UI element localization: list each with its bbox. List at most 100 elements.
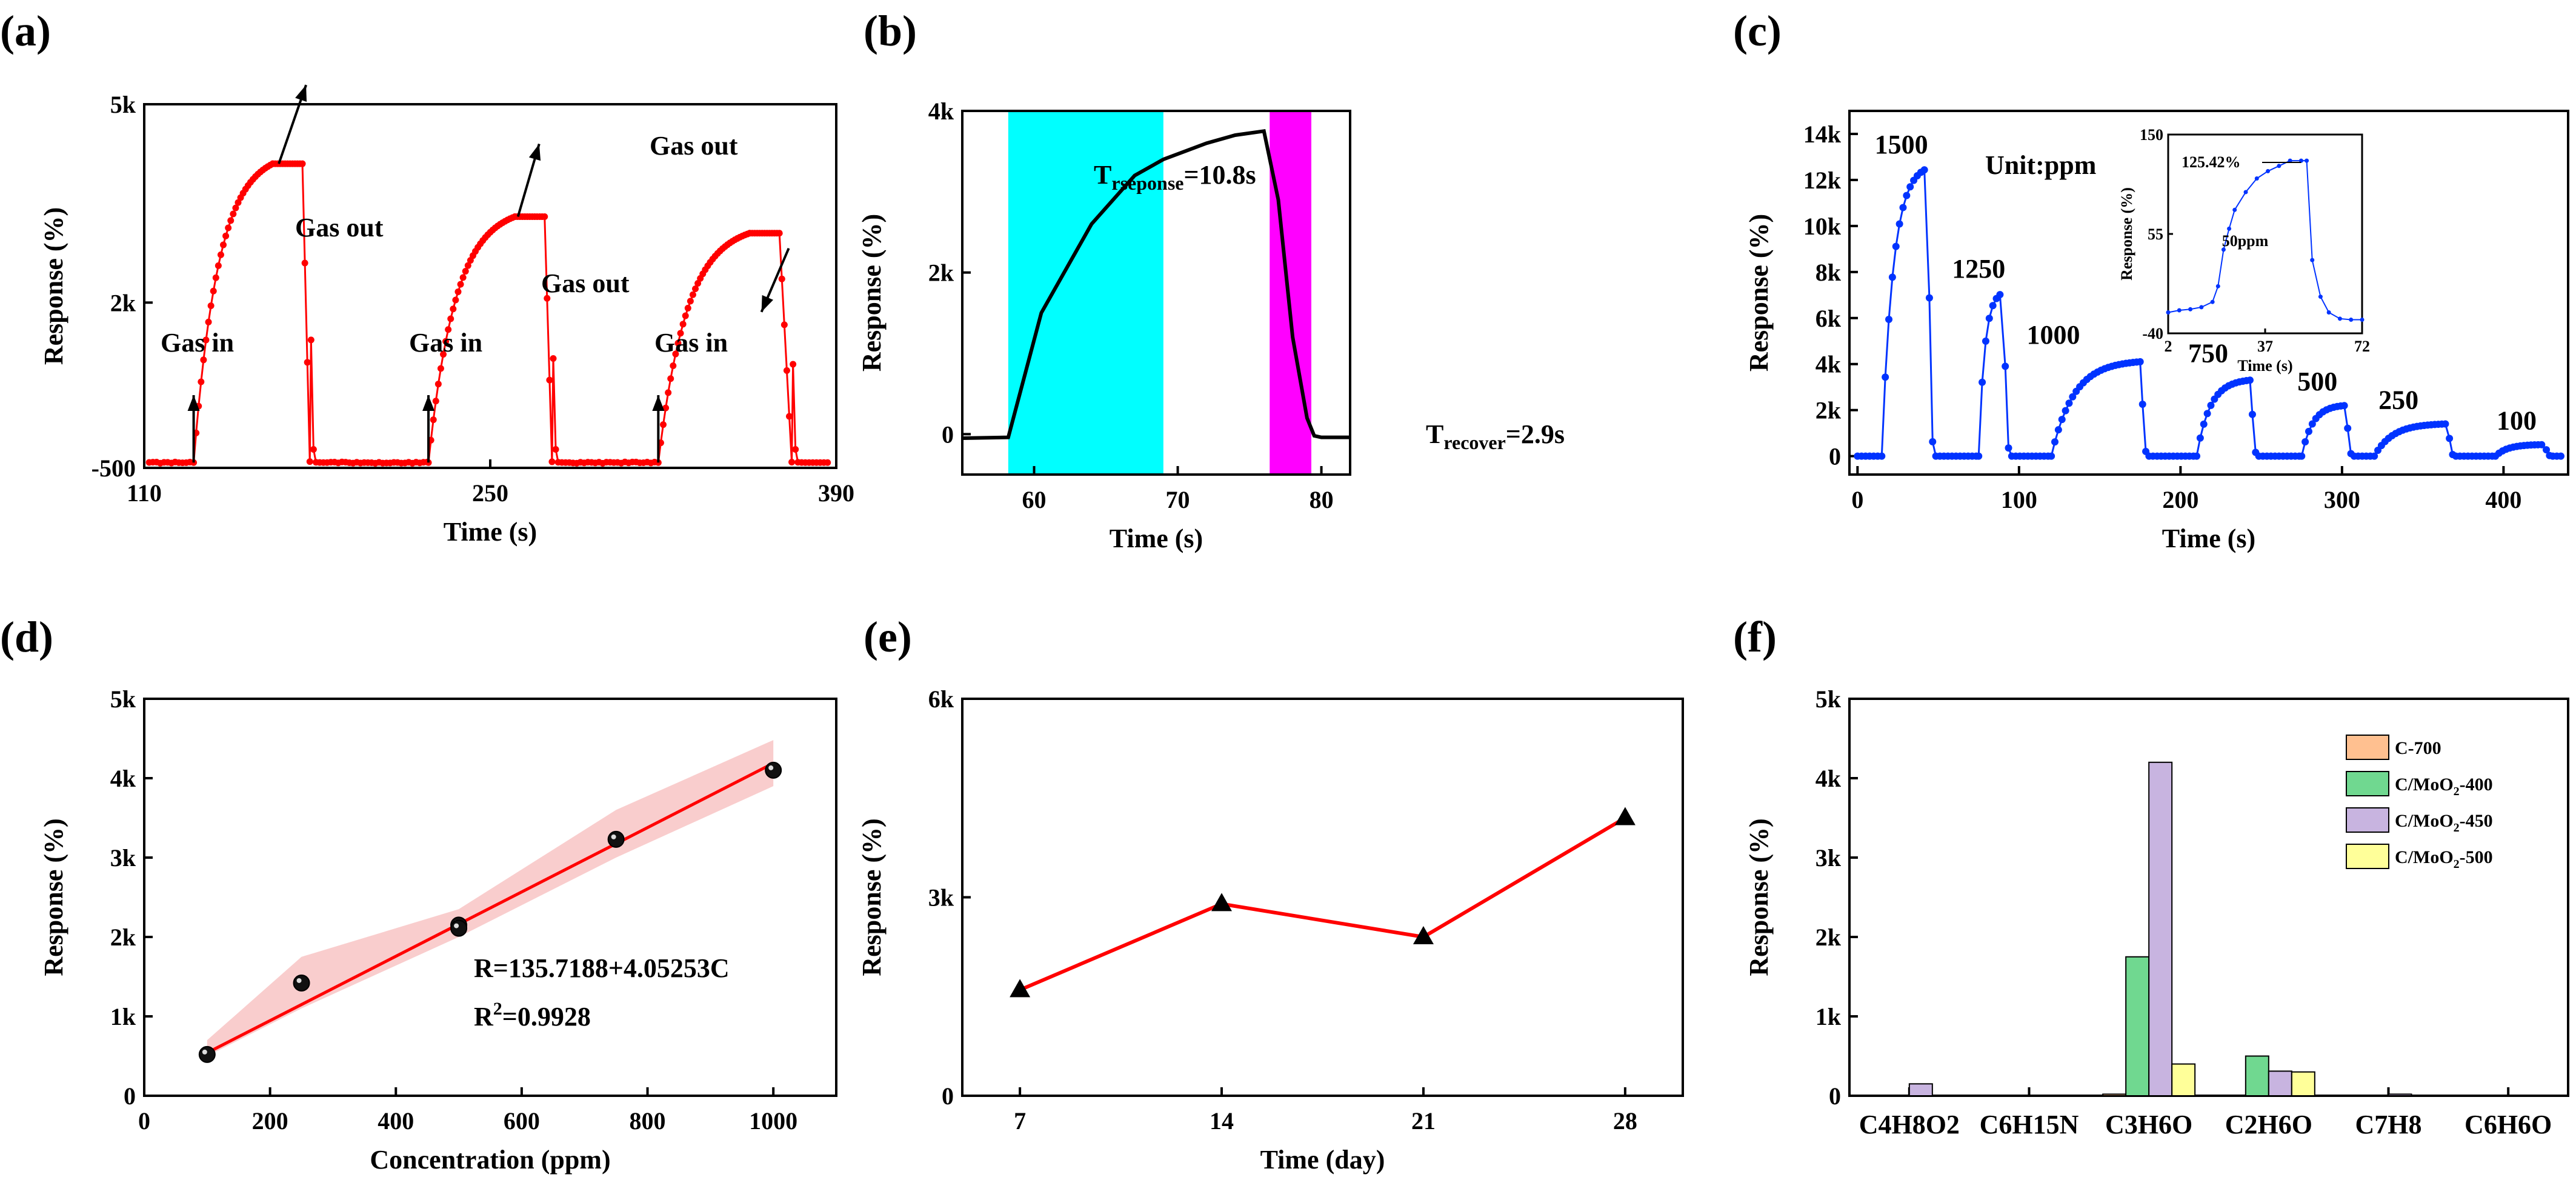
chart-c: 0 100 200 300 40002k4k6k8k10k12k14kTime (s)R… [1744, 111, 2568, 553]
data-point [546, 377, 553, 384]
inset-data-point [2244, 190, 2248, 194]
data-point [1929, 438, 1936, 445]
inset-x-tick-label: 72 [2354, 338, 2370, 355]
data-point [208, 302, 215, 309]
data-point [220, 242, 227, 248]
legend-label: C/MoO2-400 [2395, 775, 2493, 798]
series-line [149, 164, 828, 463]
data-point-highlight [768, 765, 773, 770]
chart-a: 110 250 390-5002k5kTime (s)Response (%) Gas… [39, 85, 854, 547]
data-point [2446, 435, 2453, 442]
arrow-head [762, 295, 773, 312]
y-tick-label: 0 [1829, 1082, 1841, 1110]
panel-label: (a) [0, 7, 51, 55]
y-tick-label: 5k [1816, 685, 1842, 713]
panel-b: (b) [864, 7, 917, 55]
x-tick-label: 60 [1022, 486, 1047, 513]
data-point [205, 319, 212, 325]
data-point [687, 298, 694, 304]
data-point [215, 262, 222, 269]
inset-y-tick-label: 55 [2148, 225, 2163, 243]
concentration-label: 750 [2188, 338, 2228, 368]
data-point [1975, 453, 1982, 460]
data-point [548, 458, 555, 465]
x-tick-label: 21 [1411, 1107, 1436, 1135]
legend-sub: 2 [2454, 858, 2460, 871]
data-point [2139, 401, 2146, 408]
data-point [824, 459, 831, 466]
y-tick-label: 4k [110, 765, 136, 792]
inset-data-point [2360, 318, 2365, 322]
data-point [2002, 362, 2009, 370]
x-tick-label: 390 [818, 479, 854, 507]
data-point [680, 321, 687, 327]
y-tick-label: 4k [1816, 765, 1842, 792]
data-point [462, 268, 469, 275]
inset-data-point [2177, 308, 2182, 313]
x-tick-label: 600 [504, 1107, 540, 1135]
r-squared-sup: 2 [493, 999, 502, 1019]
data-point [447, 316, 454, 322]
legend-post: -500 [2460, 847, 2493, 867]
arrow-head [652, 395, 664, 411]
data-point [1896, 221, 1903, 228]
concentration-label: 1250 [1952, 254, 2005, 284]
data-point [450, 305, 456, 312]
y-tick-label: 3k [1816, 844, 1842, 872]
x-tick-label: 100 [2001, 486, 2037, 513]
data-point [451, 921, 467, 936]
data-point [2207, 402, 2214, 409]
data-point [199, 1047, 215, 1062]
data-point [310, 446, 317, 453]
x-tick-label: 400 [378, 1107, 414, 1135]
y-tick-label: 6k [1816, 305, 1842, 332]
chart-f: 0 1k 2k 3k 4k 5k Response (%) C4H8O2 C6H15N C3H6O… [1744, 685, 2568, 1139]
data-point [690, 292, 696, 298]
annotation-gas-in: Gas in [161, 328, 234, 358]
concentration-label: 1500 [1875, 130, 1928, 159]
y-axis-title: Response (%) [857, 818, 887, 976]
x-tick-label: 80 [1310, 486, 1334, 513]
x-tick-label: 1000 [749, 1107, 797, 1135]
x-category-label: C3H6O [2105, 1110, 2192, 1139]
figure: (a) (b) (c)(d) (e) (f)110 250 390-5002k5kTime … [0, 0, 2576, 1200]
data-point [685, 305, 691, 312]
x-tick-label: 200 [2162, 486, 2198, 513]
arrow-head [295, 85, 307, 102]
bar [2149, 762, 2172, 1096]
legend-swatch [2346, 844, 2389, 868]
panel-label: (c) [1733, 7, 1782, 55]
inset-data-point [2318, 295, 2323, 299]
recover-time-value: =2.9s [1506, 419, 1565, 449]
data-point [1892, 243, 1900, 250]
data-point [2344, 425, 2351, 432]
data-point [210, 288, 217, 295]
x-axis-title: Time (s) [1110, 524, 1203, 553]
inset-data-point [2199, 305, 2203, 309]
inset-y-tick-label: -40 [2142, 325, 2163, 342]
inset-data-point [2216, 284, 2220, 288]
y-tick-label: -500 [92, 455, 136, 482]
data-point [2301, 438, 2309, 445]
y-tick-label: 4k [928, 98, 954, 125]
y-tick-label: 8k [1816, 259, 1842, 286]
data-point [1615, 807, 1636, 825]
y-tick-label: 6k [928, 685, 954, 713]
inset-data-point [2338, 316, 2342, 321]
inset-y-tick-label: 150 [2140, 126, 2163, 144]
data-point [665, 389, 671, 396]
response-window [1008, 111, 1163, 475]
data-point-highlight [454, 924, 459, 928]
data-point [435, 381, 442, 387]
annotation-gas-out: Gas out [650, 131, 738, 161]
data-point-highlight [202, 1050, 207, 1055]
legend-label: C/MoO2-450 [2395, 811, 2493, 835]
y-tick-label: 4k [1816, 351, 1842, 378]
x-axis-title: Time (s) [444, 517, 537, 547]
data-point [1889, 273, 1896, 281]
y-axis-title: Response (%) [39, 207, 68, 365]
y-axis-title: Response (%) [1744, 214, 1774, 372]
y-tick-label: 0 [942, 421, 954, 448]
data-point [304, 359, 311, 365]
data-point [1982, 338, 1989, 345]
